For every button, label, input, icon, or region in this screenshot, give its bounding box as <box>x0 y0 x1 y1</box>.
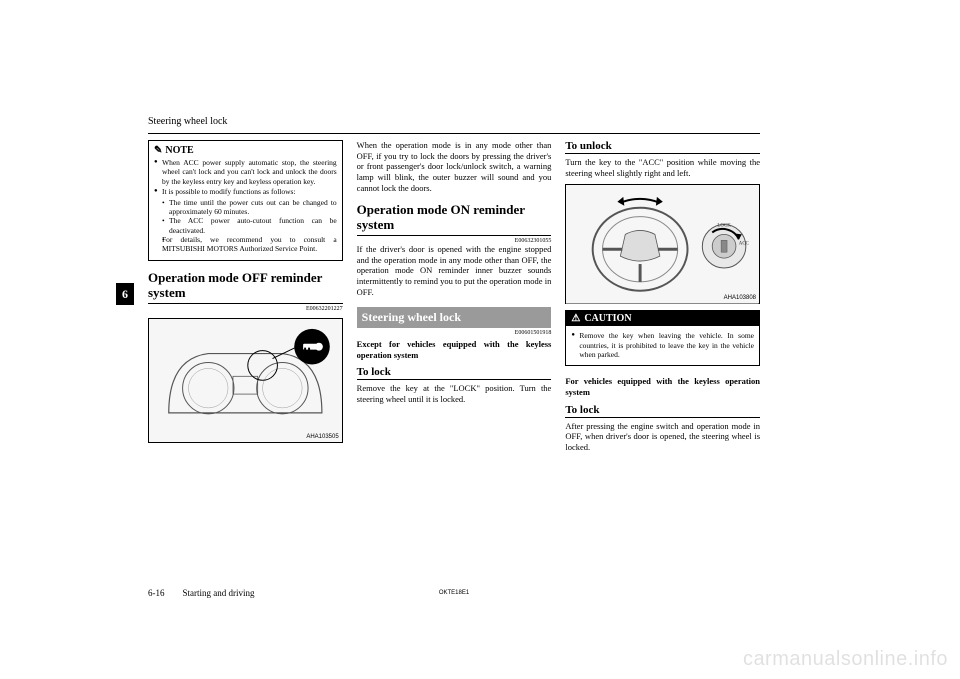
note-title: NOTE <box>154 145 337 156</box>
page-content: Steering wheel lock NOTE When ACC power … <box>148 116 760 596</box>
caution-list: Remove the key when leaving the vehicle.… <box>571 331 754 359</box>
page-header: Steering wheel lock <box>148 116 760 127</box>
note-item: When ACC power supply automatic stop, th… <box>154 158 337 186</box>
figure-steering: LOCK ACC AHA103808 <box>565 184 760 304</box>
note-item: It is possible to modify functions as fo… <box>154 187 337 254</box>
section-rule <box>357 235 552 236</box>
figure-code: AHA103808 <box>724 295 756 301</box>
dashboard-svg <box>149 319 342 443</box>
sub-heading: To unlock <box>565 140 760 154</box>
note-sublist: The time until the power cuts out can be… <box>162 198 337 254</box>
note-list: When ACC power supply automatic stop, th… <box>154 158 337 254</box>
section-rule <box>148 303 343 304</box>
body-paragraph: When the operation mode is in any mode o… <box>357 140 552 193</box>
column-2: When the operation mode is in any mode o… <box>357 140 552 453</box>
note-item-text: It is possible to modify functions as fo… <box>162 187 296 196</box>
watermark: carmanualsonline.info <box>743 648 948 671</box>
note-subitem: The time until the power cuts out can be… <box>162 198 337 217</box>
page-footer: 6-16 Starting and driving OKTE18E1 <box>148 588 760 598</box>
body-bold: Except for vehicles equipped with the ke… <box>357 339 552 360</box>
columns: NOTE When ACC power supply automatic sto… <box>148 140 760 453</box>
sub-heading: To lock <box>565 404 760 418</box>
header-rule <box>148 133 760 134</box>
column-1: NOTE When ACC power supply automatic sto… <box>148 140 343 453</box>
figure-code: AHA103505 <box>306 434 338 440</box>
note-subitem: For details, we recommend you to consult… <box>162 235 337 254</box>
body-bold: For vehicles equipped with the keyless o… <box>565 376 760 397</box>
ref-code: E00601501918 <box>357 330 552 336</box>
ref-code: E00632201227 <box>148 306 343 312</box>
body-paragraph: Turn the key to the "ACC" position while… <box>565 157 760 178</box>
column-3: To unlock Turn the key to the "ACC" posi… <box>565 140 760 453</box>
topic-banner: Steering wheel lock <box>357 307 552 328</box>
caution-body: Remove the key when leaving the vehicle.… <box>566 326 759 365</box>
svg-text:ACC: ACC <box>739 242 750 247</box>
note-subitem: The ACC power auto-cutout function can b… <box>162 216 337 235</box>
note-box: NOTE When ACC power supply automatic sto… <box>148 140 343 261</box>
chapter-tab: 6 <box>116 283 134 305</box>
sub-heading: To lock <box>357 366 552 380</box>
body-paragraph: Remove the key at the "LOCK" position. T… <box>357 383 552 404</box>
steering-svg: LOCK ACC <box>566 185 759 304</box>
caution-box: CAUTION Remove the key when leaving the … <box>565 310 760 366</box>
page-number: 6-16 <box>148 588 165 598</box>
section-heading: Operation mode ON reminder system <box>357 203 552 233</box>
caution-item: Remove the key when leaving the vehicle.… <box>571 331 754 359</box>
section-heading: Operation mode OFF reminder system <box>148 271 343 301</box>
body-paragraph: If the driver's door is opened with the … <box>357 244 552 297</box>
svg-text:LOCK: LOCK <box>718 224 732 229</box>
doc-id: OKTE18E1 <box>439 590 469 596</box>
body-paragraph: After pressing the engine switch and ope… <box>565 421 760 453</box>
caution-title: CAUTION <box>566 311 759 326</box>
figure-dashboard: AHA103505 <box>148 318 343 443</box>
section-name: Starting and driving <box>183 588 255 598</box>
